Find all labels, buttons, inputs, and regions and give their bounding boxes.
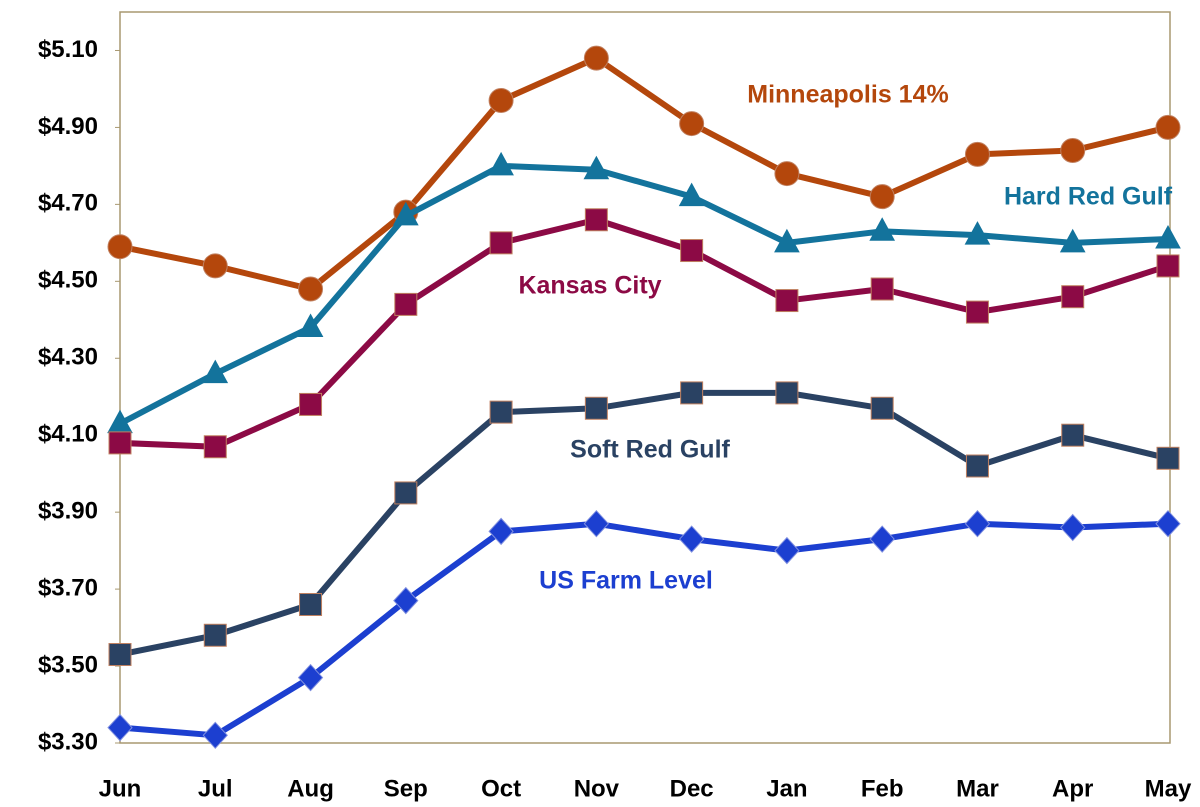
point	[965, 454, 989, 478]
point	[107, 713, 133, 742]
series-label: Soft Red Gulf	[570, 436, 730, 464]
point	[202, 721, 228, 750]
point	[680, 239, 704, 263]
point	[489, 400, 513, 424]
point	[775, 381, 799, 405]
point	[393, 586, 419, 615]
point	[1156, 254, 1180, 278]
point	[202, 253, 228, 279]
x-tick-label: Jan	[766, 775, 807, 802]
point	[108, 643, 132, 667]
point	[1155, 509, 1181, 538]
x-tick-label: Jul	[198, 775, 233, 802]
point	[965, 300, 989, 324]
y-tick-label: $3.50	[38, 651, 98, 678]
point	[1155, 114, 1181, 140]
point	[584, 208, 608, 232]
point	[1060, 138, 1086, 164]
x-tick-label: Apr	[1052, 775, 1093, 802]
point	[583, 509, 610, 538]
point	[679, 111, 705, 137]
series	[107, 509, 1181, 750]
x-tick-label: Jun	[99, 775, 142, 802]
point	[1061, 285, 1085, 309]
point	[678, 182, 705, 207]
point	[584, 396, 608, 420]
point	[489, 231, 513, 255]
series-label: Minneapolis 14%	[747, 81, 948, 109]
point	[299, 392, 323, 416]
point	[870, 277, 894, 301]
point	[1060, 513, 1086, 542]
point	[869, 525, 895, 553]
y-tick-label: $3.70	[38, 574, 98, 601]
point	[107, 234, 133, 260]
point	[680, 381, 704, 405]
x-tick-label: May	[1145, 775, 1192, 802]
series	[108, 381, 1180, 667]
point	[203, 623, 227, 647]
point	[964, 509, 991, 538]
y-tick-label: $4.90	[38, 113, 98, 140]
point	[1059, 228, 1086, 253]
point	[298, 276, 324, 302]
y-tick-label: $4.50	[38, 267, 98, 294]
x-tick-label: Dec	[670, 775, 714, 802]
point	[1061, 423, 1085, 447]
point	[678, 525, 705, 553]
point	[774, 161, 800, 187]
point	[299, 592, 323, 616]
point	[203, 435, 227, 459]
point	[869, 217, 896, 241]
series-line	[119, 389, 1169, 658]
point	[775, 289, 799, 313]
point	[392, 201, 419, 226]
y-tick-label: $3.90	[38, 498, 98, 525]
series-line	[119, 216, 1169, 450]
x-tick-label: Aug	[287, 775, 334, 802]
point	[297, 313, 324, 337]
series	[107, 151, 1181, 434]
point	[488, 87, 514, 113]
point	[964, 141, 990, 167]
y-tick-label: $4.70	[38, 190, 98, 217]
point	[108, 431, 132, 455]
point	[870, 396, 894, 420]
y-tick-label: $5.10	[38, 36, 98, 63]
point	[869, 184, 895, 210]
x-tick-label: Nov	[574, 775, 620, 802]
point	[297, 663, 324, 692]
point	[583, 155, 610, 180]
series-label: Kansas City	[518, 272, 661, 300]
y-tick-label: $4.10	[38, 421, 98, 448]
series-label: Hard Red Gulf	[1004, 183, 1173, 211]
point	[583, 45, 609, 71]
series-line	[119, 55, 1169, 293]
series-line	[118, 162, 1169, 427]
series	[108, 208, 1180, 459]
point	[394, 292, 418, 316]
x-tick-label: Sep	[384, 775, 428, 802]
point	[774, 228, 800, 253]
y-tick-label: $4.30	[38, 344, 98, 371]
series	[107, 45, 1181, 302]
point	[1156, 446, 1180, 470]
x-tick-label: Feb	[861, 775, 904, 802]
point	[964, 221, 991, 245]
x-tick-label: Mar	[956, 775, 999, 802]
point	[1155, 224, 1181, 249]
point	[774, 536, 800, 565]
point	[488, 151, 514, 176]
point	[202, 359, 229, 384]
plot-area	[119, 11, 1171, 744]
y-tick-label: $3.30	[38, 728, 98, 755]
point	[394, 481, 418, 505]
series-line	[119, 520, 1169, 739]
point	[488, 517, 514, 546]
series-label: US Farm Level	[539, 567, 713, 595]
x-tick-label: Oct	[481, 775, 521, 802]
